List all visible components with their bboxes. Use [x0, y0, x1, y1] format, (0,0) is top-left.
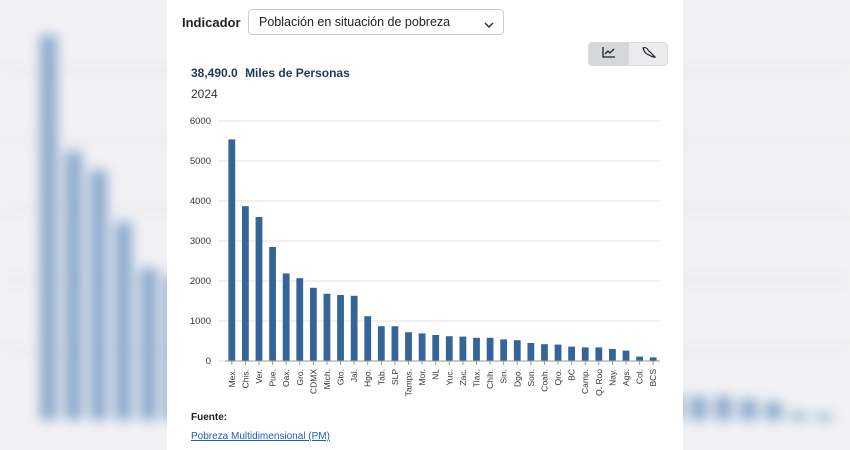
x-tick-label: Mich. [322, 369, 332, 389]
x-tick-label: NL [431, 369, 441, 380]
x-tick-label: Zac. [458, 369, 468, 386]
x-tick-label: BCS [648, 369, 658, 387]
total-number: 38,490.0 [191, 66, 238, 80]
bar-son-[interactable] [527, 343, 535, 361]
bar-q-roo[interactable] [595, 347, 603, 361]
x-tick-label: Tlax. [471, 369, 481, 387]
background-bar [815, 413, 832, 420]
bar-ags-[interactable] [622, 350, 630, 361]
x-tick-label: Coah. [539, 369, 549, 392]
x-tick-label: Tab. [376, 369, 386, 385]
x-tick-label: SLP [390, 369, 400, 385]
y-tick-label: 2000 [190, 276, 211, 287]
x-tick-label: Mex. [227, 369, 237, 387]
year-label: 2024 [191, 87, 218, 101]
x-tick-label: Chih. [485, 369, 495, 389]
bar-gto-[interactable] [337, 295, 344, 361]
chart-view-button[interactable] [589, 43, 629, 65]
bar-cdmx[interactable] [309, 287, 317, 361]
bar-gro-[interactable] [296, 278, 304, 361]
y-tick-label: 5000 [190, 156, 211, 167]
indicator-selected-value: Población en situación de pobreza [259, 15, 451, 29]
y-tick-label: 1000 [190, 316, 211, 327]
x-tick-label: Son. [526, 369, 536, 387]
bar-chart: 0 1000 2000 3000 4000 5000 6000 Mex. Chis. Ver. Pu… [190, 116, 660, 396]
source-label: Fuente: [191, 412, 228, 423]
bar-qro-[interactable] [554, 344, 562, 361]
x-tick-label: Mor. [417, 369, 427, 386]
background-bar [765, 401, 782, 420]
bar-ver-[interactable] [255, 217, 263, 361]
background-bar [715, 396, 732, 420]
indicator-label: Indicador [182, 15, 241, 30]
x-tick-label: Jal. [349, 369, 359, 382]
chevron-down-icon [484, 18, 494, 32]
y-tick-label: 0 [206, 356, 211, 367]
x-tick-label: Dgo. [512, 369, 522, 387]
bar-nay-[interactable] [609, 349, 616, 361]
x-tick-label: Camp. [580, 369, 590, 394]
bar-tab-[interactable] [377, 326, 385, 361]
background-bar [690, 396, 707, 420]
x-tick-label: Ags. [621, 369, 631, 386]
bar-jal-[interactable] [350, 295, 358, 361]
background-bar [90, 169, 107, 420]
x-tick-label: Ver. [254, 369, 264, 384]
x-tick-label: CDMX [308, 369, 318, 394]
bar-mor-[interactable] [418, 333, 426, 361]
bar-pue-[interactable] [269, 247, 276, 361]
bar-bc[interactable] [568, 346, 576, 361]
x-tick-label: Tamps. [404, 369, 414, 396]
y-tick-label: 3000 [190, 236, 211, 247]
indicator-panel: Indicador Población en situación de pobr… [167, 0, 683, 450]
bar-oax-[interactable] [282, 273, 290, 361]
map-view-button[interactable] [629, 43, 667, 65]
bar-chis-[interactable] [241, 206, 249, 361]
x-tick-label: Gro. [295, 369, 305, 386]
source-link[interactable]: Pobreza Multidimensional (PM) [191, 431, 330, 442]
bar-slp[interactable] [391, 326, 399, 361]
line-chart-icon [602, 45, 616, 63]
bar-yuc-[interactable] [445, 336, 453, 361]
x-tick-label: Gto. [336, 369, 346, 385]
background-bar [40, 35, 57, 420]
background-bar [115, 221, 132, 420]
bar-chih-[interactable] [486, 337, 494, 361]
x-tick-label: Sin. [499, 369, 509, 384]
x-tick-label: Col. [635, 369, 645, 384]
bar-tamps-[interactable] [405, 332, 412, 361]
bar-dgo-[interactable] [513, 340, 521, 361]
background-bar [740, 399, 757, 420]
total-unit: Miles de Personas [245, 66, 350, 80]
x-tick-label: Hgo. [363, 369, 373, 387]
bar-coah-[interactable] [541, 344, 548, 361]
y-tick-label: 4000 [190, 196, 211, 207]
bar-zac-[interactable] [459, 336, 467, 361]
bar-mich-[interactable] [323, 293, 331, 361]
map-icon [642, 45, 657, 63]
background-bar [140, 267, 157, 420]
total-value: 38,490.0 Miles de Personas [191, 66, 350, 80]
x-tick-label: Chis. [240, 369, 250, 388]
bar-hgo-[interactable] [364, 316, 372, 361]
x-tick-label: BC [567, 369, 577, 381]
bar-mex-[interactable] [228, 139, 236, 361]
bar-sin-[interactable] [500, 339, 508, 361]
indicator-select[interactable]: Población en situación de pobreza [248, 9, 504, 35]
y-tick-label: 6000 [190, 116, 211, 127]
bar-nl[interactable] [432, 335, 440, 361]
bar-camp-[interactable] [581, 347, 589, 361]
view-toggle [588, 42, 668, 66]
bar-bcs[interactable] [649, 357, 657, 361]
bar-col-[interactable] [636, 356, 644, 361]
x-tick-label: Yuc. [444, 369, 454, 386]
bar-tlax-[interactable] [473, 337, 480, 361]
x-tick-label: Qro. [553, 369, 563, 386]
x-tick-label: Nay. [607, 369, 617, 386]
x-tick-label: Oax. [281, 369, 291, 387]
background-bar [65, 151, 82, 420]
x-tick-label: Q. Roo [594, 369, 604, 396]
x-tick-label: Pue. [268, 369, 278, 387]
background-bar [790, 412, 807, 420]
